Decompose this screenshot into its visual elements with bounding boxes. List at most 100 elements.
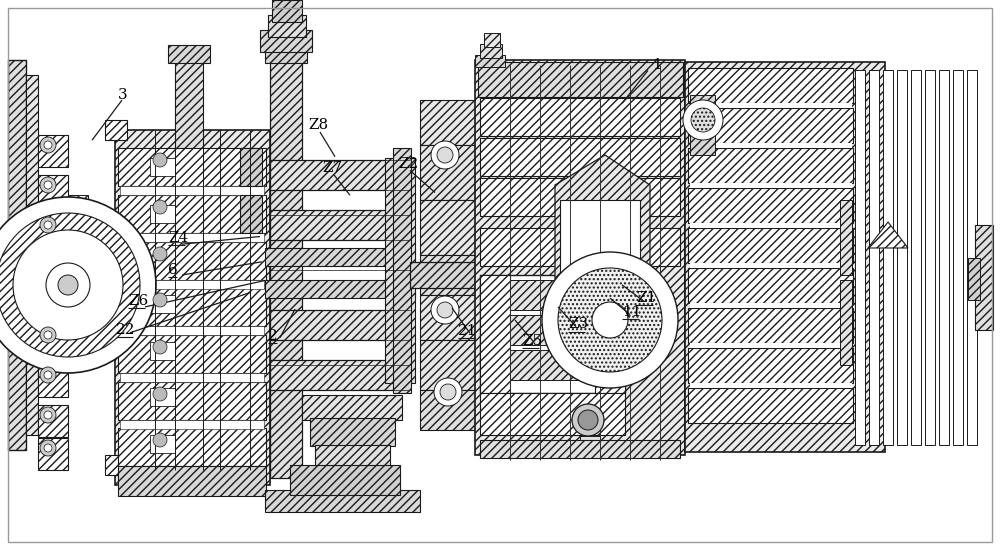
Circle shape xyxy=(44,221,52,229)
Text: 6: 6 xyxy=(168,262,178,277)
Bar xyxy=(420,255,475,295)
Bar xyxy=(475,55,505,67)
Text: 22: 22 xyxy=(116,323,136,337)
Bar xyxy=(118,242,266,280)
Bar xyxy=(688,348,853,383)
Circle shape xyxy=(44,371,52,379)
Bar xyxy=(393,148,411,393)
Bar xyxy=(580,436,600,458)
Bar xyxy=(595,275,625,393)
Circle shape xyxy=(578,410,598,430)
Bar xyxy=(690,183,852,188)
Circle shape xyxy=(153,200,167,214)
Bar xyxy=(175,58,203,478)
Bar xyxy=(120,373,264,382)
Circle shape xyxy=(153,293,167,307)
Bar xyxy=(118,382,266,420)
Circle shape xyxy=(58,275,78,295)
Circle shape xyxy=(40,177,56,193)
Bar xyxy=(688,388,853,423)
Bar xyxy=(270,210,410,240)
Text: Z3: Z3 xyxy=(568,317,588,332)
Bar xyxy=(420,200,475,255)
Bar xyxy=(168,45,210,63)
Bar xyxy=(690,383,852,388)
Bar xyxy=(120,420,264,429)
Bar xyxy=(967,70,977,445)
Bar xyxy=(840,280,852,365)
Circle shape xyxy=(437,147,453,163)
Circle shape xyxy=(153,153,167,167)
Text: 3: 3 xyxy=(118,87,128,102)
Bar xyxy=(270,160,410,190)
Bar xyxy=(38,135,68,167)
Bar xyxy=(478,62,683,97)
Bar xyxy=(240,148,262,186)
Text: 2: 2 xyxy=(268,328,278,343)
Bar xyxy=(118,288,266,326)
Bar xyxy=(118,335,266,373)
Bar xyxy=(270,58,302,478)
Circle shape xyxy=(437,302,453,318)
Bar xyxy=(690,303,852,308)
Bar xyxy=(105,120,127,140)
Bar xyxy=(150,205,175,223)
Bar xyxy=(510,280,592,310)
Circle shape xyxy=(44,181,52,189)
Bar xyxy=(265,248,415,266)
Bar xyxy=(120,186,264,195)
Circle shape xyxy=(558,268,662,372)
Bar xyxy=(64,265,119,285)
Polygon shape xyxy=(868,222,908,248)
Circle shape xyxy=(153,433,167,447)
Bar xyxy=(480,178,680,216)
Circle shape xyxy=(40,367,56,383)
Circle shape xyxy=(542,252,678,388)
Circle shape xyxy=(44,411,52,419)
Bar xyxy=(480,275,510,393)
Bar xyxy=(840,200,852,275)
Bar xyxy=(38,365,68,397)
Bar xyxy=(68,285,88,310)
Circle shape xyxy=(683,100,723,140)
Circle shape xyxy=(440,384,456,400)
Bar xyxy=(688,188,853,223)
Bar xyxy=(118,195,266,233)
Circle shape xyxy=(40,217,56,233)
Bar xyxy=(480,440,680,458)
Bar xyxy=(38,438,68,470)
Bar xyxy=(150,342,175,360)
Circle shape xyxy=(153,387,167,401)
Bar xyxy=(118,428,266,466)
Circle shape xyxy=(40,407,56,423)
Circle shape xyxy=(0,197,156,373)
Bar xyxy=(510,350,592,380)
Bar xyxy=(855,70,865,445)
Bar xyxy=(925,70,935,445)
Text: Z1: Z1 xyxy=(636,291,656,305)
Bar xyxy=(260,30,312,52)
Bar xyxy=(475,60,685,455)
Circle shape xyxy=(46,263,90,307)
Bar xyxy=(105,455,127,475)
Bar xyxy=(265,45,307,63)
Bar xyxy=(420,100,475,145)
Bar xyxy=(120,233,264,242)
Bar xyxy=(302,395,402,420)
Circle shape xyxy=(434,378,462,406)
Bar xyxy=(36,255,54,317)
Bar xyxy=(270,310,410,340)
Text: Z4: Z4 xyxy=(168,230,188,245)
Bar xyxy=(968,258,980,300)
Bar xyxy=(26,75,38,435)
Bar xyxy=(120,280,264,289)
Bar xyxy=(420,340,475,390)
Bar xyxy=(410,262,680,288)
Bar xyxy=(115,130,270,485)
Bar xyxy=(265,280,415,298)
Bar xyxy=(270,360,410,390)
Bar xyxy=(385,158,415,383)
Circle shape xyxy=(44,141,52,149)
Circle shape xyxy=(153,340,167,354)
Bar xyxy=(911,70,921,445)
